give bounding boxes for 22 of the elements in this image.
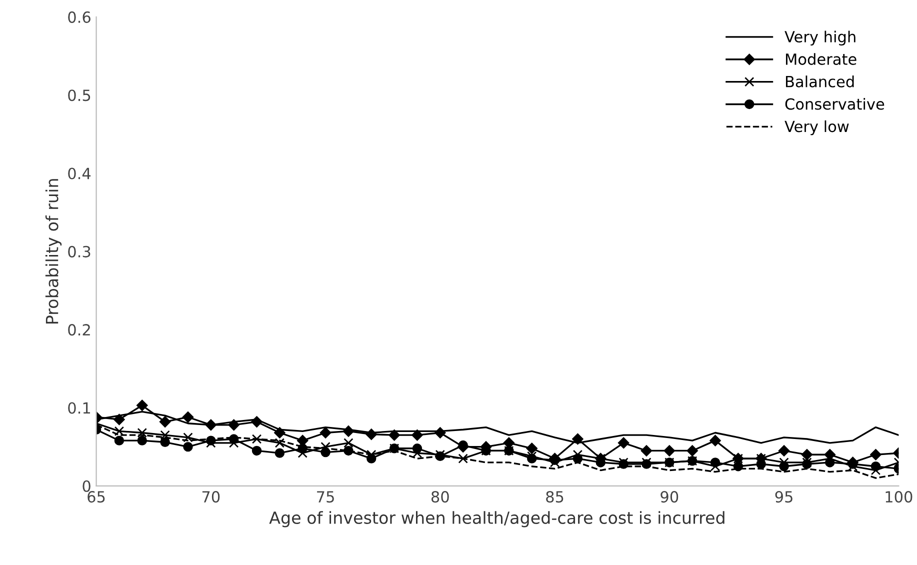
y-tick-label: 0.1	[68, 402, 90, 414]
legend-label: Conservative	[785, 98, 884, 110]
legend-label: Balanced	[786, 76, 854, 88]
y-tick-label: 0.4	[68, 168, 91, 180]
x-tick-label: 90	[660, 491, 678, 503]
legend-label: Moderate	[786, 53, 856, 65]
x-tick-label: 80	[431, 491, 449, 503]
y-tick-label: 0.6	[68, 11, 90, 23]
y-tick-label: 0.3	[68, 246, 90, 258]
y-tick-label: 0.5	[68, 90, 90, 102]
x-axis-title: Age of investor when health/aged-care cost is incurred	[269, 511, 724, 528]
x-tick-label: 85	[546, 491, 564, 503]
legend-label: Very high	[784, 30, 856, 46]
y-axis-title: Probability of ruin	[45, 179, 62, 324]
y-tick-label: 0.2	[68, 324, 90, 336]
x-tick-label: 100	[886, 491, 912, 503]
y-tick-label: 0	[82, 480, 90, 492]
legend-label: Very low	[784, 120, 849, 136]
x-tick-label: 75	[317, 491, 334, 503]
x-tick-label: 95	[775, 491, 792, 503]
x-tick-label: 70	[202, 491, 220, 503]
x-tick-label: 65	[88, 491, 105, 503]
